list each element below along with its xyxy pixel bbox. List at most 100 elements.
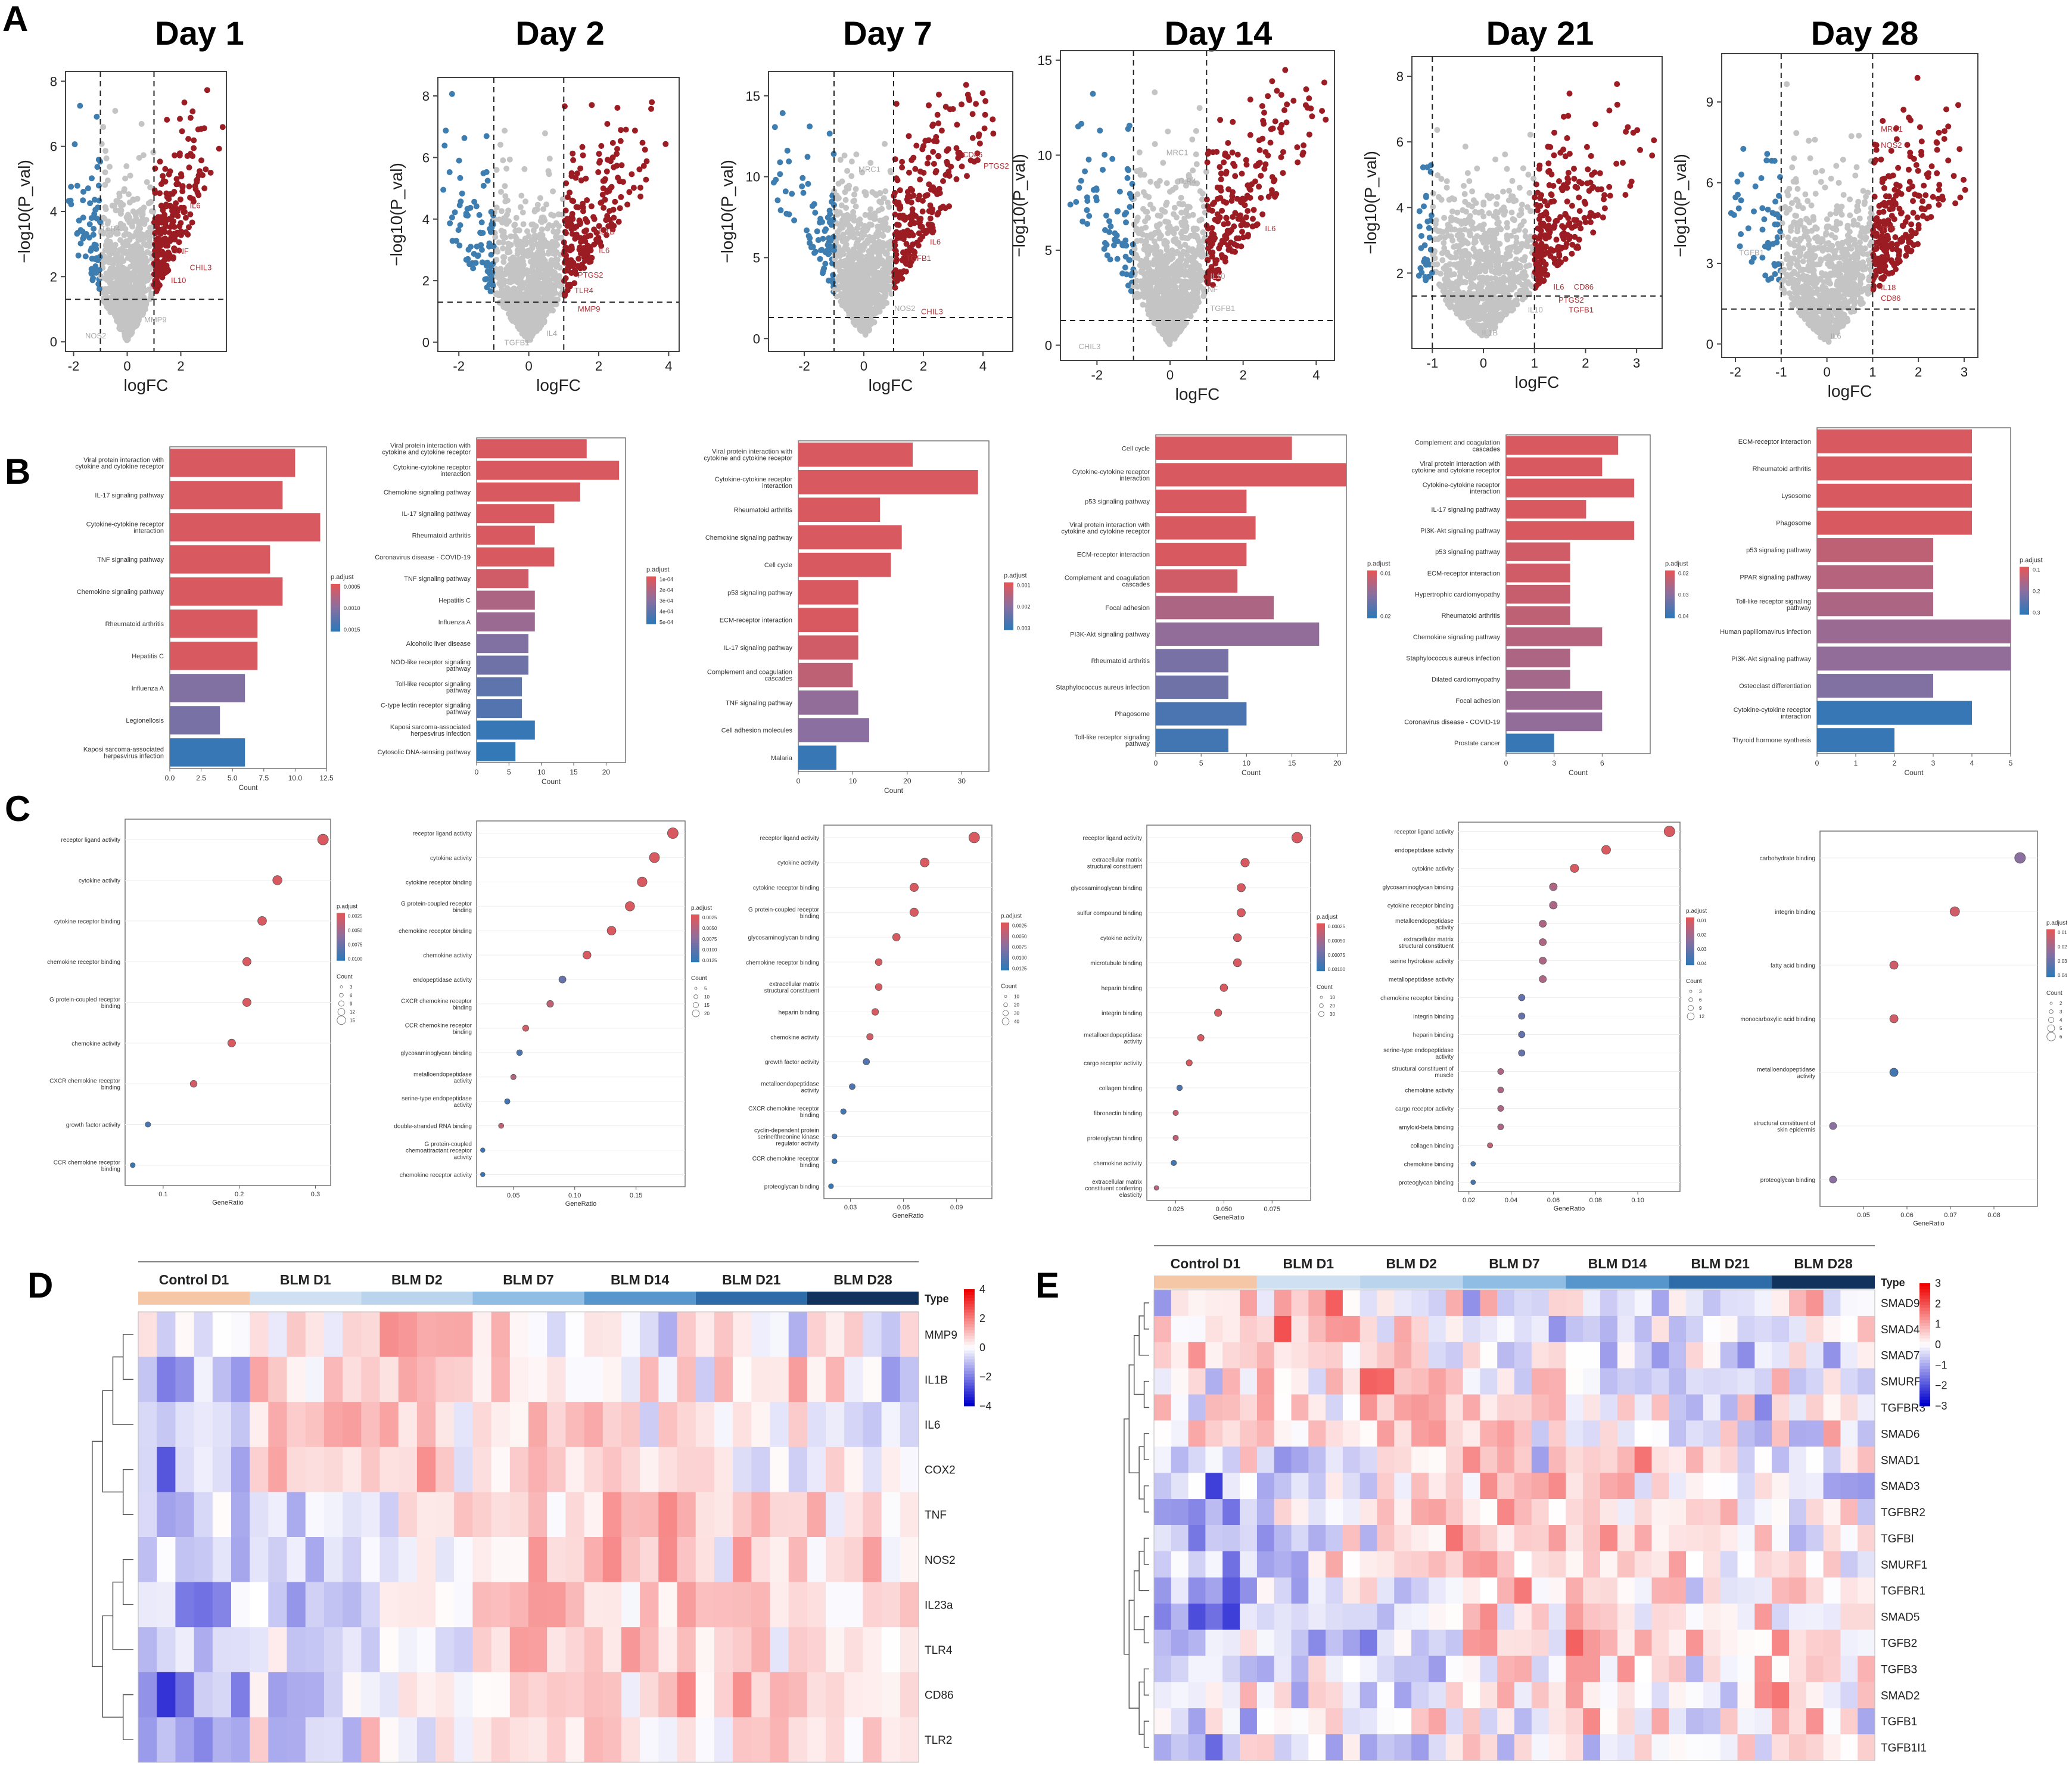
volcano-point [515, 227, 522, 234]
volcano-point [1256, 183, 1262, 190]
volcano-point [826, 207, 833, 214]
volcano-point [147, 266, 153, 272]
volcano-point [546, 155, 553, 162]
volcano-point [543, 309, 550, 315]
volcano-point [80, 214, 86, 221]
volcano-point [124, 250, 130, 257]
volcano-point [182, 214, 189, 221]
volcano-point [204, 87, 210, 94]
volcano-point [617, 205, 623, 211]
volcano-gene-label: TNF [174, 247, 189, 256]
volcano-point [912, 166, 919, 172]
volcano-point [820, 267, 827, 274]
volcano-point [1155, 182, 1161, 189]
volcano-point [596, 151, 602, 157]
volcano-point [862, 240, 869, 246]
volcano-point [127, 331, 134, 337]
volcano-point [859, 266, 866, 272]
panel-letter-b: B [5, 452, 30, 491]
volcano-x-label: logFC [124, 376, 169, 394]
volcano-x-tick-label: 2 [920, 359, 927, 374]
volcano-point [166, 256, 172, 262]
volcano-point [1245, 233, 1251, 239]
volcano-point [1102, 151, 1108, 158]
volcano-point [68, 201, 74, 207]
volcano-point [852, 249, 858, 256]
volcano-point [1191, 233, 1197, 239]
volcano-point [465, 256, 471, 262]
volcano-point [771, 124, 778, 130]
volcano-point [536, 270, 542, 277]
volcano-point [565, 267, 571, 274]
volcano-point [500, 259, 507, 265]
volcano-y-tick-label: 5 [753, 250, 760, 265]
volcano-point [845, 222, 852, 228]
volcano-point [541, 318, 547, 324]
volcano-point [1463, 209, 1469, 215]
volcano-point [1193, 265, 1199, 271]
volcano-point [77, 240, 84, 247]
volcano-point [1082, 168, 1088, 175]
volcano-point [449, 91, 455, 97]
volcano-x-tick-label: 0 [123, 359, 130, 374]
volcano-point [176, 247, 182, 254]
volcano-point [1290, 98, 1297, 104]
volcano-point [136, 154, 142, 161]
volcano-point [138, 207, 144, 213]
volcano-point [643, 158, 650, 164]
volcano-point [1073, 199, 1079, 205]
volcano-point [922, 138, 929, 144]
volcano-point [926, 102, 932, 108]
volcano-point [883, 250, 890, 257]
volcano-point [1162, 218, 1169, 225]
volcano-point [189, 153, 196, 159]
volcano-gene-label: CHIL3 [190, 263, 212, 272]
volcano-x-tick-label: 0 [860, 359, 867, 374]
volcano-point [853, 186, 859, 192]
volcano-point [500, 270, 507, 277]
volcano-point [1159, 207, 1165, 213]
volcano-point [104, 177, 111, 183]
volcano-point [630, 185, 637, 191]
volcano-point [1136, 149, 1143, 155]
volcano-point [101, 298, 107, 304]
volcano-point [584, 257, 590, 263]
volcano-point [1225, 186, 1232, 192]
volcano-point [917, 168, 923, 175]
volcano-point [1272, 118, 1278, 125]
volcano-point [1113, 232, 1120, 239]
volcano-point [1181, 272, 1188, 278]
volcano-point [512, 222, 518, 228]
volcano-point [1140, 301, 1146, 308]
volcano-point [931, 161, 937, 167]
volcano-point [456, 157, 462, 164]
volcano-point [487, 288, 494, 295]
volcano-point [143, 241, 150, 248]
volcano-point [113, 285, 120, 291]
volcano-point [1130, 241, 1136, 248]
volcano-point [617, 138, 624, 144]
volcano-point [878, 301, 884, 307]
volcano-point [844, 266, 851, 273]
volcano-point [102, 148, 109, 154]
volcano-point [1153, 222, 1160, 229]
volcano-point [74, 230, 81, 236]
volcano-point [857, 220, 864, 227]
volcano-point [595, 169, 602, 175]
volcano-point [1234, 242, 1240, 249]
volcano-point [581, 245, 587, 251]
volcano-point [132, 322, 139, 329]
volcano-point [536, 295, 543, 302]
volcano-point [1102, 227, 1108, 234]
volcano-point [89, 175, 95, 182]
volcano-point [571, 280, 578, 287]
volcano-x-tick-label: 0 [1166, 368, 1174, 382]
volcano-point [1247, 132, 1253, 138]
volcano-point [91, 226, 97, 232]
volcano-point [1169, 307, 1176, 314]
volcano-point [1217, 117, 1224, 123]
volcano-x-tick-label: -2 [453, 359, 465, 374]
volcano-point [104, 304, 110, 310]
volcano-gene-label: TNF [1203, 285, 1218, 294]
volcano-point [112, 108, 119, 114]
